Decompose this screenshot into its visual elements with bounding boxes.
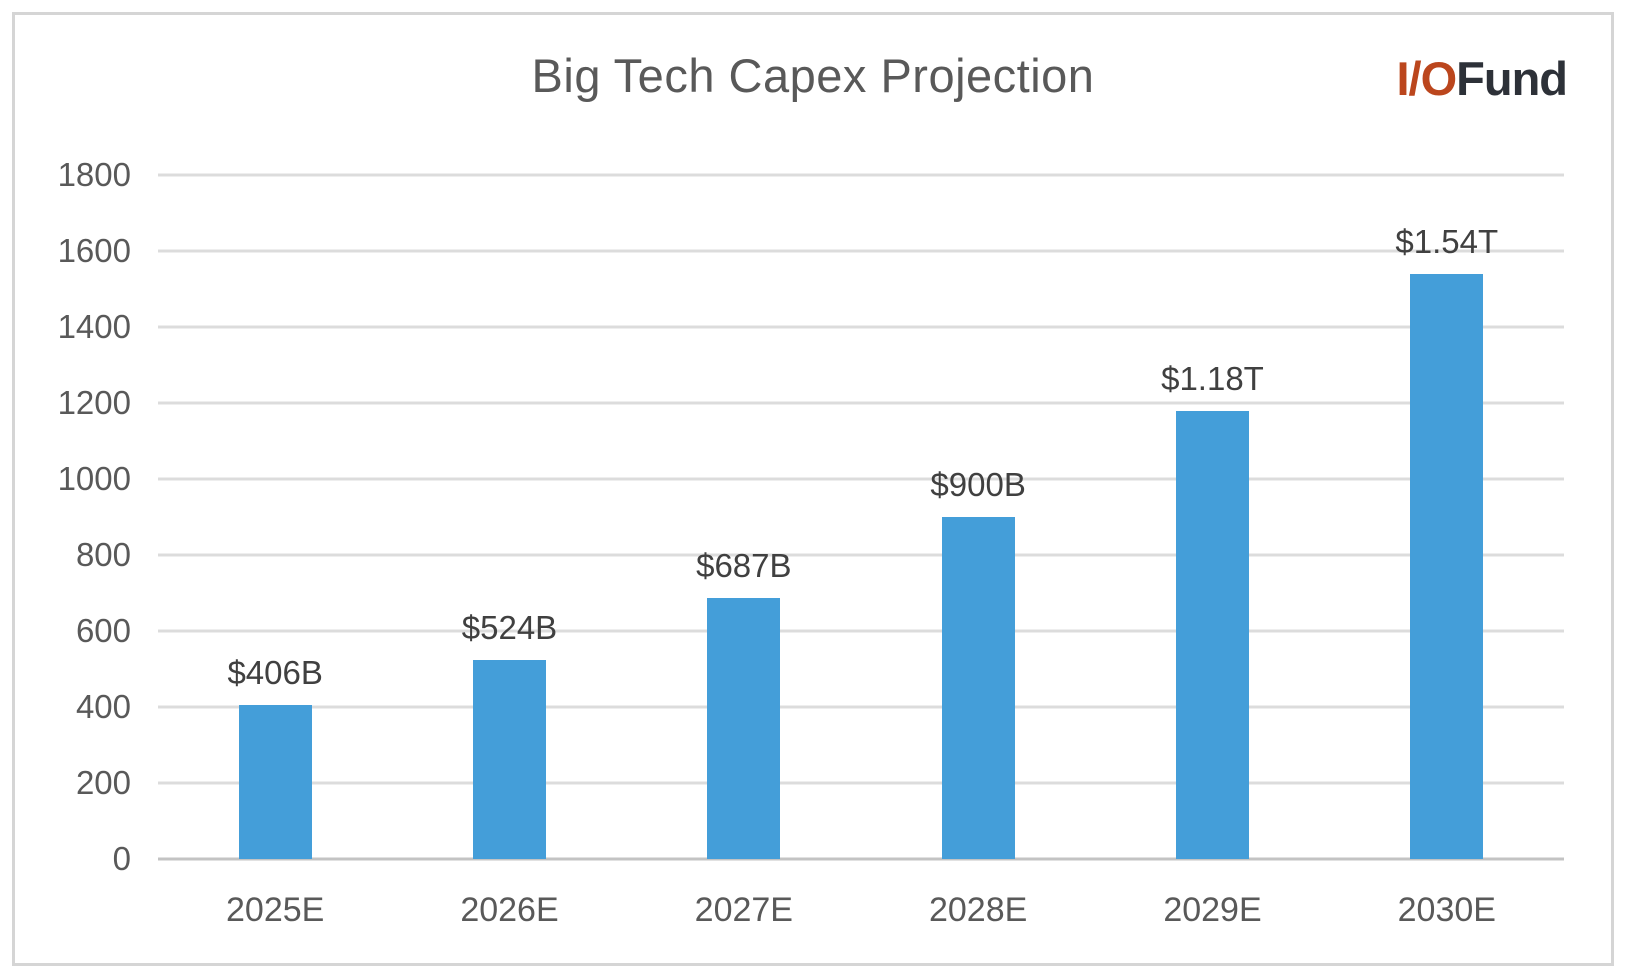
bar-column: $524B <box>392 175 626 859</box>
x-axis-category-label: 2028E <box>928 891 1028 929</box>
plot-area: $406B $524B $687B $900B $1.18T $1.54T <box>158 173 1564 861</box>
chart-frame: Big Tech Capex Projection I/OFund 1800 16… <box>12 12 1614 966</box>
bar <box>1175 410 1249 859</box>
logo-fund-text: Fund <box>1456 52 1568 105</box>
chart-title: Big Tech Capex Projection <box>531 49 1095 102</box>
bar-value-label: $1.54T <box>1395 222 1499 260</box>
bar <box>238 704 312 859</box>
gridline <box>158 401 1564 405</box>
bar-value-label: $406B <box>227 653 323 691</box>
gridline <box>158 553 1564 557</box>
io-fund-logo: I/OFund <box>1396 51 1568 106</box>
bar <box>1410 273 1484 859</box>
gridline <box>158 857 1564 861</box>
y-axis-tick-label: 1400 <box>57 307 131 345</box>
x-axis-category-label: 2027E <box>694 891 793 929</box>
x-axis-category-label: 2025E <box>226 891 325 929</box>
bar-column: $900B <box>861 175 1095 859</box>
gridline <box>158 249 1564 253</box>
bar <box>707 597 781 859</box>
y-axis-tick-label: 1800 <box>57 156 131 193</box>
bar <box>472 659 546 859</box>
x-axis-labels: 2025E 2026E 2027E 2028E 2029E 2030E <box>158 859 1564 930</box>
gridline <box>158 173 1564 177</box>
logo-io-text: I/O <box>1396 52 1457 105</box>
gridline <box>158 325 1564 329</box>
bar-value-label: $900B <box>930 466 1026 503</box>
bar-column: $687B <box>627 175 861 859</box>
y-axis-labels: 1800 1600 1400 1200 1000 800 600 400 200 0 <box>15 156 158 877</box>
bar <box>941 517 1015 859</box>
x-axis-category-label: 2026E <box>460 891 559 929</box>
bars-row: $406B $524B $687B $900B $1.18T $1.54T <box>158 175 1564 859</box>
x-axis-category-label: 2030E <box>1397 891 1496 929</box>
x-axis-category-label: 2029E <box>1163 891 1262 929</box>
y-axis-tick-label: 1200 <box>57 384 131 421</box>
y-axis-tick-label: 0 <box>112 840 131 877</box>
bar-value-label: $687B <box>696 546 792 584</box>
y-axis-tick-label: 1600 <box>57 231 131 269</box>
gridline <box>158 705 1564 709</box>
y-axis-tick-label: 1000 <box>57 459 131 497</box>
bar-value-label: $1.18T <box>1161 359 1264 397</box>
bar-column: $406B <box>158 175 392 859</box>
bar-value-label: $524B <box>461 608 558 646</box>
bar-column: $1.54T <box>1330 175 1564 859</box>
gridline <box>158 629 1564 633</box>
gridline <box>158 477 1564 481</box>
bar-column: $1.18T <box>1095 175 1329 859</box>
y-axis-tick-label: 200 <box>75 763 131 801</box>
y-axis-tick-label: 800 <box>75 536 131 573</box>
y-axis-tick-label: 400 <box>75 688 131 725</box>
gridline <box>158 781 1564 785</box>
y-axis-tick-label: 600 <box>75 612 131 649</box>
